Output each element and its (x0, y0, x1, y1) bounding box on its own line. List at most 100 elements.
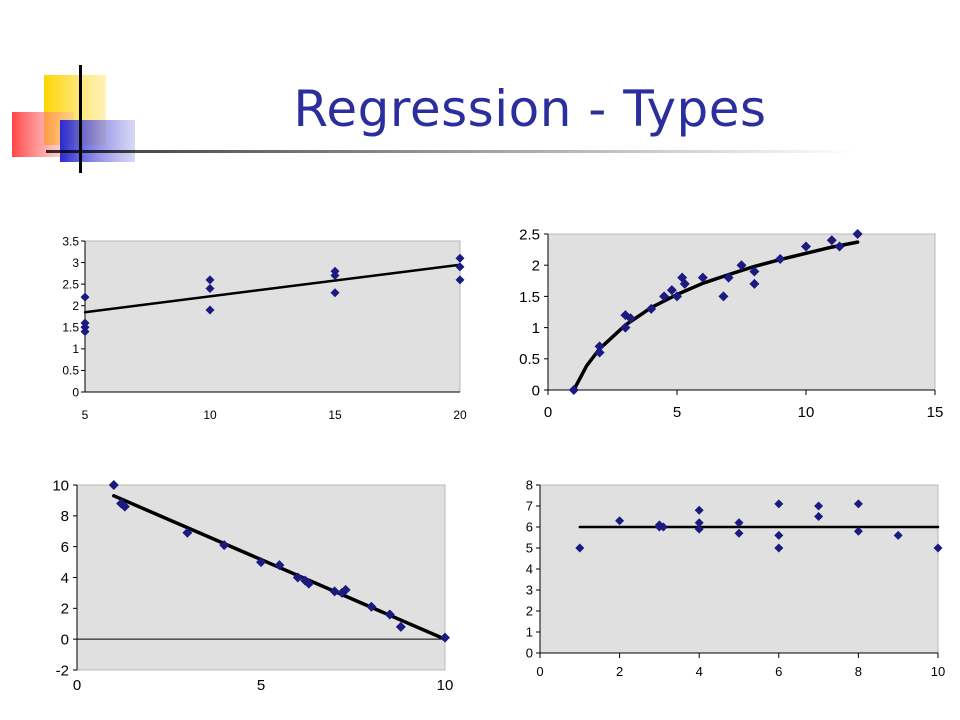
y-tick-label: 0.5 (62, 364, 79, 378)
y-tick-label: 8 (61, 508, 69, 525)
x-tick-label: 20 (453, 408, 467, 422)
x-tick-label: 4 (696, 664, 703, 679)
x-tick-label: 15 (328, 408, 342, 422)
data-point (933, 543, 943, 553)
y-tick-label: 10 (52, 477, 69, 494)
y-tick-label: 4 (526, 562, 533, 577)
data-point (718, 291, 729, 302)
scatter-chart-logarithmic: 0 0.5 1 1.5 2 2.5 0 5 10 15 (519, 226, 944, 421)
data-point (801, 241, 811, 252)
y-tick-label: 0 (526, 646, 533, 661)
data-point (620, 322, 631, 333)
data-point (455, 275, 465, 285)
data-point (292, 572, 303, 583)
data-point (340, 584, 351, 595)
data-point (734, 528, 744, 538)
data-point (749, 278, 760, 289)
data-point (205, 305, 215, 315)
data-point (395, 621, 406, 632)
y-tick-label: 2 (526, 604, 533, 619)
data-point (330, 271, 340, 281)
data-point (108, 480, 119, 490)
data-point (205, 283, 215, 293)
data-point (723, 272, 734, 283)
x-tick-label: 10 (931, 664, 945, 679)
fit-line (83, 263, 462, 314)
y-tick-label: 2 (72, 299, 79, 313)
data-point (694, 524, 704, 534)
data-point (834, 241, 845, 252)
data-point (568, 385, 579, 395)
y-tick-label: 3 (526, 583, 533, 598)
data-point (666, 285, 677, 296)
plot-area (547, 233, 936, 391)
slide-title: Regression - Types (293, 80, 767, 138)
y-tick-label: 3 (72, 256, 79, 270)
y-tick-label: 6 (526, 520, 533, 535)
data-point (440, 632, 450, 643)
plot-area (76, 484, 446, 671)
data-point (119, 501, 130, 512)
data-point (384, 609, 395, 620)
x-tick-label: 5 (673, 404, 681, 421)
data-point (749, 266, 760, 277)
x-tick-label: 6 (775, 664, 782, 679)
x-tick-label: 10 (798, 404, 815, 421)
data-point (826, 235, 837, 246)
y-tick-label: 5 (526, 541, 533, 556)
data-point (620, 310, 631, 321)
data-point (697, 272, 708, 283)
data-point (679, 278, 690, 289)
data-point (814, 512, 824, 521)
data-point (594, 341, 605, 352)
scatter-chart-linear-positive: 0 0.5 1 1.5 2 2.5 3 3.5 5 10 15 20 (62, 234, 467, 422)
data-point (694, 505, 704, 515)
data-point (329, 586, 340, 597)
x-tick-label: 0 (544, 404, 552, 421)
y-tick-label: 1 (526, 625, 533, 640)
data-point (575, 543, 585, 553)
data-point (853, 499, 863, 509)
x-tick-label: 5 (82, 408, 89, 422)
y-tick-label: 2 (532, 258, 540, 275)
slide-logo-graphic (12, 65, 856, 173)
plot-area (84, 240, 461, 393)
data-point (366, 601, 377, 612)
data-point (659, 291, 670, 302)
data-point (615, 516, 625, 526)
x-tick-label: 0 (73, 677, 81, 694)
data-point (455, 253, 465, 263)
data-point (774, 499, 784, 509)
y-tick-label: 6 (61, 539, 69, 556)
y-tick-label: 2 (61, 601, 69, 618)
data-point (330, 288, 340, 298)
data-point (736, 260, 747, 271)
data-point (774, 530, 784, 540)
data-point (625, 313, 636, 324)
x-tick-label: 10 (203, 408, 217, 422)
y-tick-label: 0 (532, 382, 540, 399)
data-point (814, 501, 824, 511)
data-point (80, 292, 90, 302)
y-tick-label: 0 (61, 632, 69, 649)
y-tick-label: 1 (532, 320, 540, 337)
x-tick-label: 10 (437, 677, 454, 694)
data-point (774, 543, 784, 553)
y-tick-label: 1.5 (62, 321, 79, 335)
data-point (594, 347, 605, 358)
data-point (677, 272, 688, 283)
data-point (672, 291, 682, 302)
x-tick-label: 5 (257, 677, 265, 694)
data-point (303, 578, 314, 589)
scatter-chart-no-relationship: 0 1 2 3 4 5 6 7 8 0 2 4 6 8 10 (526, 478, 945, 679)
data-point (775, 253, 786, 264)
plot-area (539, 484, 939, 654)
y-tick-label: 8 (526, 478, 533, 493)
data-point (893, 530, 903, 540)
data-point (182, 527, 193, 538)
data-point (646, 303, 657, 314)
x-tick-label: 15 (927, 404, 944, 421)
data-point (734, 518, 744, 528)
data-point (852, 229, 863, 239)
